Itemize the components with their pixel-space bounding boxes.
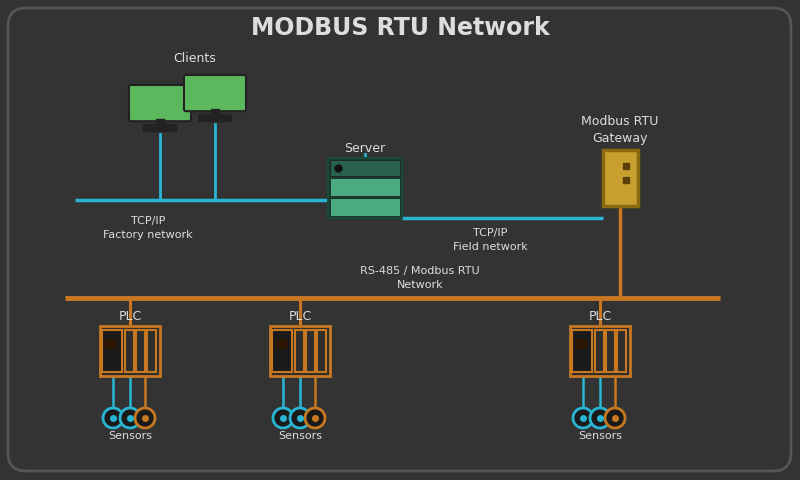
- Text: PLC: PLC: [118, 310, 142, 323]
- FancyBboxPatch shape: [328, 158, 402, 218]
- Text: Server: Server: [345, 142, 386, 155]
- FancyBboxPatch shape: [306, 330, 315, 372]
- FancyBboxPatch shape: [595, 330, 604, 372]
- FancyBboxPatch shape: [330, 198, 400, 216]
- Text: Clients: Clients: [174, 51, 216, 64]
- FancyBboxPatch shape: [8, 8, 791, 471]
- Text: RS-485 / Modbus RTU
Network: RS-485 / Modbus RTU Network: [360, 266, 480, 289]
- FancyBboxPatch shape: [125, 330, 134, 372]
- Circle shape: [135, 408, 155, 428]
- Circle shape: [590, 408, 610, 428]
- Circle shape: [290, 408, 310, 428]
- Circle shape: [605, 408, 625, 428]
- FancyBboxPatch shape: [147, 330, 156, 372]
- FancyBboxPatch shape: [105, 339, 117, 349]
- FancyBboxPatch shape: [617, 330, 626, 372]
- Text: Sensors: Sensors: [278, 431, 322, 441]
- FancyBboxPatch shape: [136, 330, 145, 372]
- FancyBboxPatch shape: [295, 330, 304, 372]
- FancyBboxPatch shape: [100, 326, 160, 376]
- Circle shape: [120, 408, 140, 428]
- FancyBboxPatch shape: [143, 124, 177, 132]
- FancyBboxPatch shape: [184, 75, 246, 111]
- Polygon shape: [211, 109, 219, 116]
- FancyBboxPatch shape: [572, 330, 592, 372]
- FancyBboxPatch shape: [606, 330, 615, 372]
- Circle shape: [573, 408, 593, 428]
- Text: Sensors: Sensors: [578, 431, 622, 441]
- FancyBboxPatch shape: [330, 160, 400, 176]
- FancyBboxPatch shape: [270, 326, 330, 376]
- FancyBboxPatch shape: [129, 85, 191, 121]
- FancyBboxPatch shape: [570, 326, 630, 376]
- FancyBboxPatch shape: [317, 330, 326, 372]
- Circle shape: [305, 408, 325, 428]
- Text: Sensors: Sensors: [108, 431, 152, 441]
- FancyBboxPatch shape: [330, 178, 400, 196]
- FancyBboxPatch shape: [602, 150, 638, 206]
- Text: TCP/IP
Factory network: TCP/IP Factory network: [103, 216, 193, 240]
- Text: PLC: PLC: [288, 310, 312, 323]
- FancyBboxPatch shape: [198, 114, 232, 122]
- Text: Modbus RTU
Gateway: Modbus RTU Gateway: [582, 115, 658, 145]
- Text: PLC: PLC: [588, 310, 612, 323]
- Circle shape: [103, 408, 123, 428]
- Text: TCP/IP
Field network: TCP/IP Field network: [453, 228, 527, 252]
- FancyBboxPatch shape: [272, 330, 292, 372]
- FancyBboxPatch shape: [102, 330, 122, 372]
- Polygon shape: [156, 119, 164, 126]
- Circle shape: [273, 408, 293, 428]
- Text: MODBUS RTU Network: MODBUS RTU Network: [250, 16, 550, 40]
- FancyBboxPatch shape: [275, 339, 287, 349]
- FancyBboxPatch shape: [575, 339, 587, 349]
